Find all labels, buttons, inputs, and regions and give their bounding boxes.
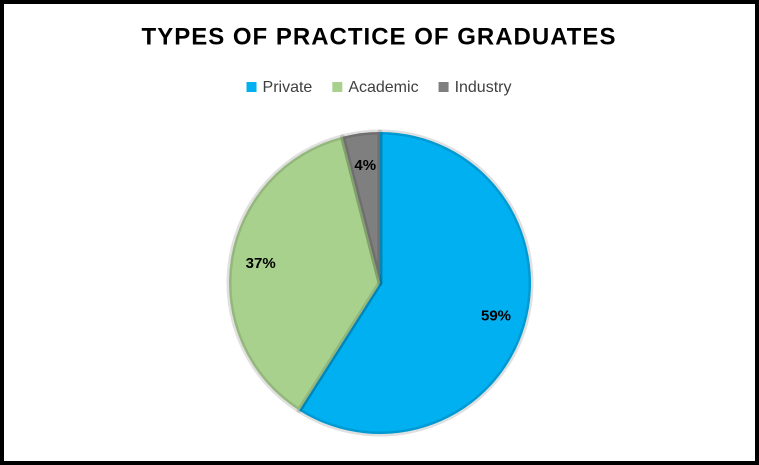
legend-swatch bbox=[332, 82, 343, 92]
pie-slice bbox=[296, 129, 534, 437]
legend-swatch bbox=[246, 82, 257, 92]
pie-slice bbox=[339, 129, 383, 286]
legend-label: Industry bbox=[455, 79, 512, 96]
legend-label: Academic bbox=[348, 79, 418, 96]
chart-title: TYPES OF PRACTICE OF GRADUATES bbox=[142, 23, 617, 50]
data-label: 59% bbox=[481, 308, 511, 325]
data-label: 37% bbox=[246, 255, 276, 272]
data-label: 4% bbox=[354, 157, 376, 174]
pie-slice bbox=[226, 134, 383, 413]
legend-swatch bbox=[438, 82, 449, 92]
legend-label: Private bbox=[263, 79, 313, 96]
